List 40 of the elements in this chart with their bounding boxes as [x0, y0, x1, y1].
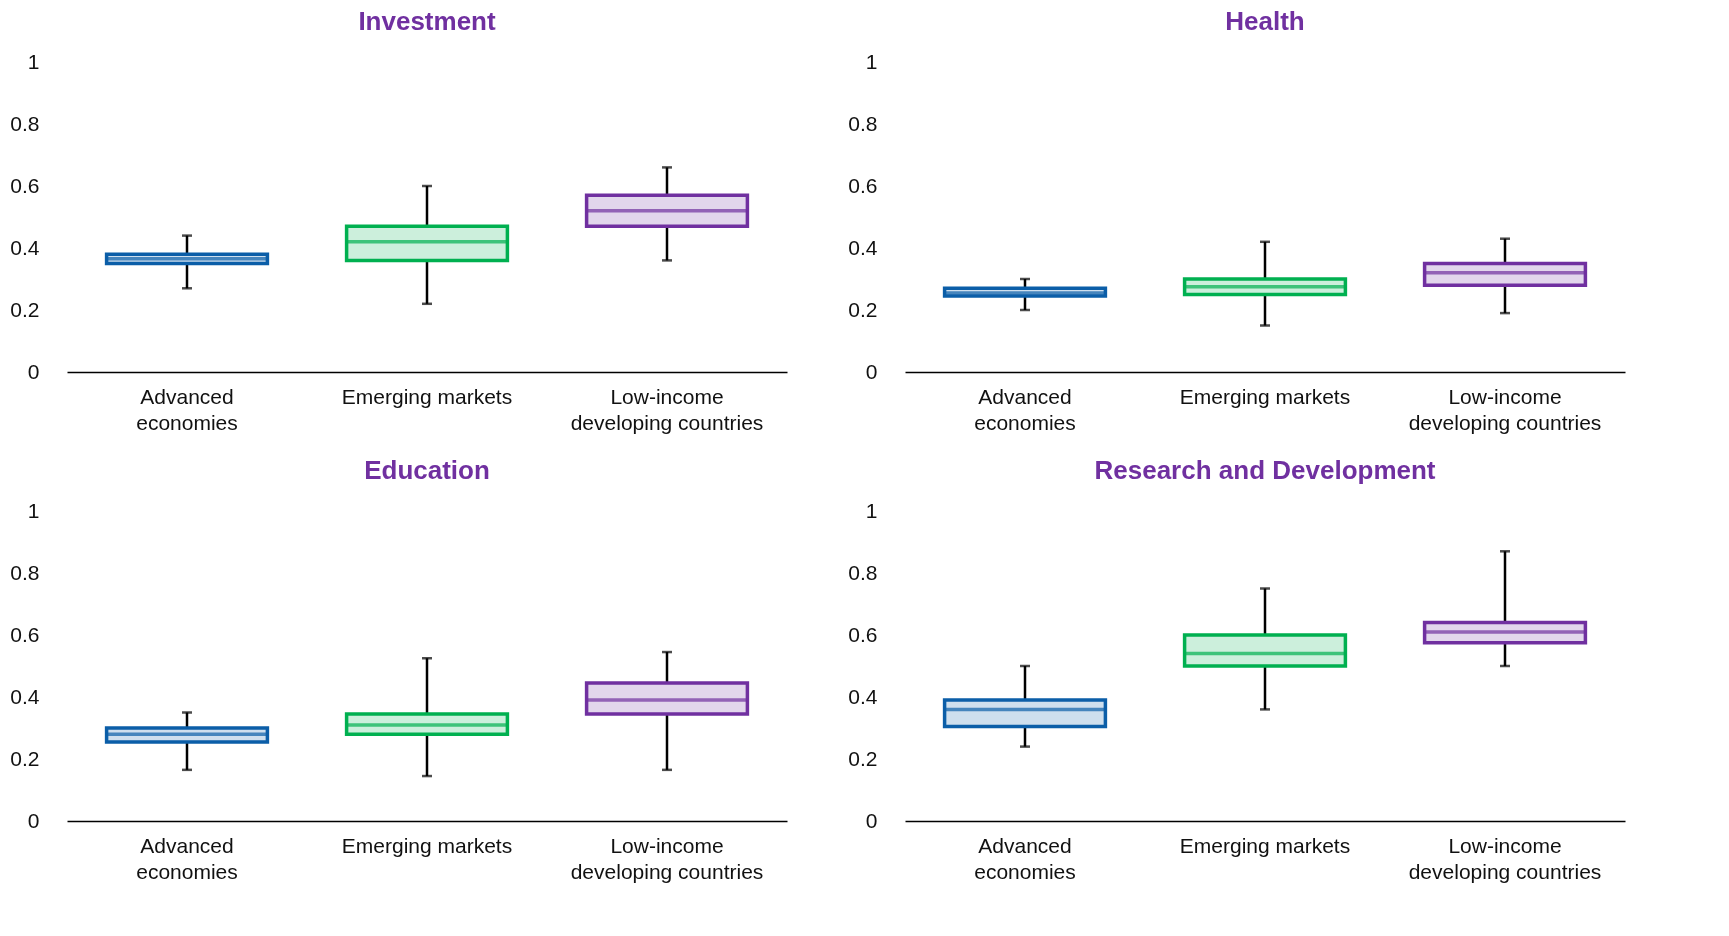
y-tick-label: 0	[865, 359, 878, 383]
y-tick-label: 0	[27, 808, 40, 832]
y-tick-label: 0.4	[10, 684, 40, 708]
y-tick-label: 1	[27, 498, 40, 522]
y-tick-label: 0	[865, 808, 878, 832]
x-tick-label: Advanced economies	[136, 833, 238, 883]
chart-title: Education	[364, 455, 490, 485]
y-tick-label: 0	[27, 359, 40, 383]
y-tick-label: 1	[865, 498, 878, 522]
x-tick-label: Low-income developing countries	[570, 384, 764, 434]
chart-title: Investment	[358, 6, 496, 36]
y-tick-label: 0.4	[848, 684, 878, 708]
x-tick-label: Advanced economies	[974, 833, 1076, 883]
x-tick-label: Low-income developing countries	[1408, 384, 1602, 434]
y-tick-label: 0.8	[848, 560, 878, 584]
y-tick-label: 1	[27, 49, 40, 73]
x-tick-label: Low-income developing countries	[570, 833, 764, 883]
x-tick-label: Advanced economies	[136, 384, 238, 434]
y-tick-label: 0.6	[10, 622, 40, 646]
x-tick-label: Advanced economies	[974, 384, 1076, 434]
y-tick-label: 0.8	[848, 111, 878, 135]
x-tick-label: Emerging markets	[1179, 384, 1351, 408]
y-tick-label: 0.2	[848, 297, 878, 321]
y-tick-label: 0.2	[848, 746, 878, 770]
x-tick-label: Emerging markets	[341, 833, 513, 857]
y-tick-label: 0.6	[848, 173, 878, 197]
x-tick-label: Low-income developing countries	[1408, 833, 1602, 883]
chart-title: Research and Development	[1094, 455, 1436, 485]
y-tick-label: 0.4	[848, 235, 878, 259]
y-tick-label: 0.6	[848, 622, 878, 646]
y-tick-label: 0.2	[10, 746, 40, 770]
y-tick-label: 0.8	[10, 560, 40, 584]
y-tick-label: 0.8	[10, 111, 40, 135]
x-tick-label: Emerging markets	[341, 384, 513, 408]
y-tick-label: 0.6	[10, 173, 40, 197]
y-tick-label: 0.2	[10, 297, 40, 321]
chart-title: Health	[1225, 6, 1305, 36]
x-tick-label: Emerging markets	[1179, 833, 1351, 857]
y-tick-label: 0.4	[10, 235, 40, 259]
y-tick-label: 1	[865, 49, 878, 73]
